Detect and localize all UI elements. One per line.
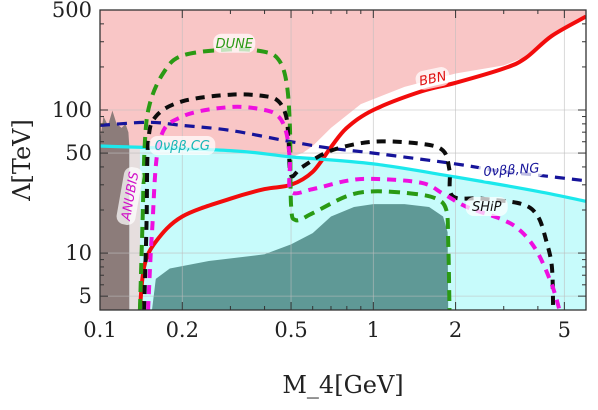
x-tick-label: 0.5 [274, 318, 307, 342]
plot-frame [99, 9, 587, 311]
series-black-inner [142, 92, 556, 310]
annotation: DUNE [213, 33, 256, 53]
region-dark-teal [152, 204, 449, 310]
x-tick-label: 1 [367, 318, 380, 342]
y-tick-label: 500 [52, 0, 92, 22]
annotation-label: 0νββ,NG [483, 161, 540, 180]
annotation-label: BBN [418, 69, 448, 89]
region-brown-left [100, 110, 130, 310]
annotation-box [149, 136, 216, 155]
annotation-box [478, 158, 545, 181]
annotations-layer: DUNE BBN 0νββ,CG 0νββ,NG ANUBIS SHiP [116, 33, 545, 225]
annotation-box [213, 33, 256, 53]
annotation: BBN [415, 67, 450, 90]
series-dune [137, 47, 452, 310]
y-tick-label: 5 [79, 284, 92, 308]
y-tick-label: 10 [65, 241, 92, 265]
annotation-box [465, 197, 508, 216]
annotation: 0νββ,CG [149, 136, 216, 155]
x-tick-label: 2 [449, 318, 462, 342]
annotation-label: 0νββ,CG [155, 139, 210, 154]
annotation-label: SHiP [472, 200, 502, 215]
y-tick-label: 100 [52, 98, 92, 122]
x-tick-label: 5 [558, 318, 571, 342]
grid-layer [100, 10, 586, 310]
x-axis-title: M_4[GeV] [282, 371, 403, 399]
annotation-box [116, 167, 143, 225]
x-tick-label: 0.1 [83, 318, 116, 342]
plot-area [100, 10, 586, 310]
series-nubb-cg [100, 144, 586, 203]
ticklabels-layer: 0.1 0.2 0.5 1 2 5 5 10 50 100 500 [52, 0, 571, 342]
ticks-layer [99, 9, 587, 311]
y-axis-title: Λ[TeV] [8, 119, 36, 202]
y-tick-label: 50 [65, 141, 92, 165]
series-bbn-line [137, 14, 586, 310]
annotation: SHiP [465, 197, 508, 216]
annotation-box [415, 67, 450, 90]
regions-layer [100, 10, 586, 310]
annotation: ANUBIS [116, 167, 143, 225]
annotation-label: DUNE [216, 37, 254, 52]
x-tick-label: 0.2 [166, 318, 199, 342]
annotation: 0νββ,NG [478, 158, 545, 181]
series-magenta [146, 104, 562, 310]
